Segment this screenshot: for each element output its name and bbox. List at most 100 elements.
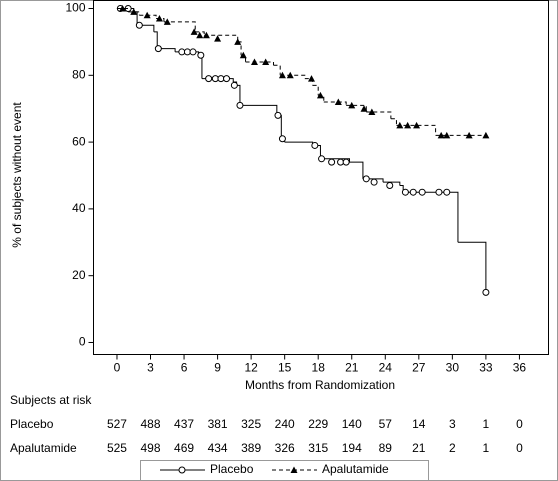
censor-mark	[342, 158, 350, 166]
km-step	[349, 161, 364, 179]
km-step	[139, 14, 157, 19]
censor-mark	[286, 71, 294, 79]
censor-mark	[401, 188, 409, 196]
km-step	[153, 31, 158, 49]
km-step	[163, 21, 196, 32]
risk-count: 488	[140, 417, 160, 431]
censor-mark	[197, 51, 205, 59]
x-tick-label: 6	[181, 361, 188, 375]
censor-mark	[404, 121, 412, 129]
plot-area	[93, 0, 549, 355]
km-step	[195, 31, 205, 36]
risk-count: 525	[107, 441, 127, 455]
risk-count: 0	[516, 417, 523, 431]
censor-mark	[202, 31, 210, 39]
censor-mark	[196, 31, 204, 39]
censor-mark	[362, 175, 370, 183]
risk-count: 434	[208, 441, 228, 455]
censor-mark	[311, 141, 319, 149]
censor-mark	[223, 75, 231, 83]
censor-mark	[135, 21, 143, 29]
censor-mark	[465, 131, 473, 139]
x-tick-label: 36	[513, 361, 527, 375]
risk-table-title: Subjects at risk	[10, 393, 92, 407]
censor-mark	[143, 11, 151, 19]
censor-mark	[190, 28, 198, 35]
y-tick-label: 60	[72, 134, 86, 148]
censor-mark	[278, 71, 286, 79]
censor-mark	[418, 188, 426, 196]
risk-count: 140	[342, 417, 362, 431]
censor-mark	[368, 108, 376, 116]
censor-mark	[334, 98, 342, 106]
censor-mark	[437, 131, 445, 139]
y-axis-label: % of subjects without event	[10, 102, 24, 248]
risk-count: 1	[483, 417, 490, 431]
censor-mark	[413, 121, 421, 129]
x-tick-label: 0	[114, 361, 121, 375]
censor-mark	[119, 5, 127, 12]
km-step	[312, 84, 319, 96]
risk-count: 381	[208, 417, 228, 431]
risk-count: 326	[275, 441, 295, 455]
y-tick-label: 20	[72, 268, 86, 282]
censor-mark	[230, 81, 238, 89]
km-step	[245, 61, 274, 66]
censor-mark	[482, 288, 490, 296]
censor-mark	[189, 48, 197, 56]
censor-mark	[155, 15, 163, 22]
risk-count: 89	[379, 441, 393, 455]
censor-mark	[130, 8, 138, 15]
risk-count: 469	[174, 441, 194, 455]
km-step	[276, 114, 282, 139]
risk-count: 527	[107, 417, 127, 431]
x-tick-label: 30	[446, 361, 460, 375]
risk-count: 229	[308, 417, 328, 431]
censor-mark	[154, 45, 162, 53]
risk-count: 1	[483, 441, 490, 455]
censor-mark	[274, 111, 282, 119]
censor-mark	[396, 121, 404, 129]
km-step	[284, 141, 314, 146]
censor-mark	[360, 105, 368, 112]
risk-count: 325	[241, 417, 261, 431]
risk-count: 0	[516, 441, 523, 455]
km-step	[198, 54, 203, 79]
risk-count: 2	[449, 441, 456, 455]
x-tick-label: 33	[479, 361, 493, 375]
risk-count: 437	[174, 417, 194, 431]
risk-row-label: Placebo	[10, 417, 54, 431]
y-tick-label: 100	[65, 1, 85, 15]
km-step	[383, 181, 401, 186]
km-step	[396, 124, 437, 136]
km-step	[320, 158, 351, 163]
censor-mark	[443, 131, 451, 139]
km-step	[273, 64, 281, 76]
censor-mark	[409, 188, 417, 196]
censor-mark	[482, 131, 490, 139]
risk-count: 14	[412, 417, 426, 431]
risk-count: 389	[241, 441, 261, 455]
censor-mark	[316, 91, 324, 99]
km-step	[390, 118, 397, 126]
censor-mark	[214, 35, 222, 42]
censor-mark	[163, 18, 171, 25]
censor-mark	[348, 101, 356, 109]
risk-count: 498	[140, 441, 160, 455]
censor-mark	[328, 158, 336, 166]
x-axis-label: Months from Randomization	[245, 378, 395, 392]
censor-mark	[250, 58, 258, 65]
censor-mark	[236, 101, 244, 109]
x-tick-label: 3	[147, 361, 154, 375]
risk-count: 57	[379, 417, 393, 431]
km-step	[403, 191, 459, 243]
legend-label: Apalutamide	[322, 462, 389, 476]
x-tick-label: 21	[345, 361, 359, 375]
km-step	[157, 48, 176, 52]
x-tick-label: 27	[412, 361, 426, 375]
censor-mark	[318, 155, 326, 163]
censor-mark	[370, 178, 378, 186]
x-tick-label: 24	[379, 361, 393, 375]
risk-count: 240	[275, 417, 295, 431]
